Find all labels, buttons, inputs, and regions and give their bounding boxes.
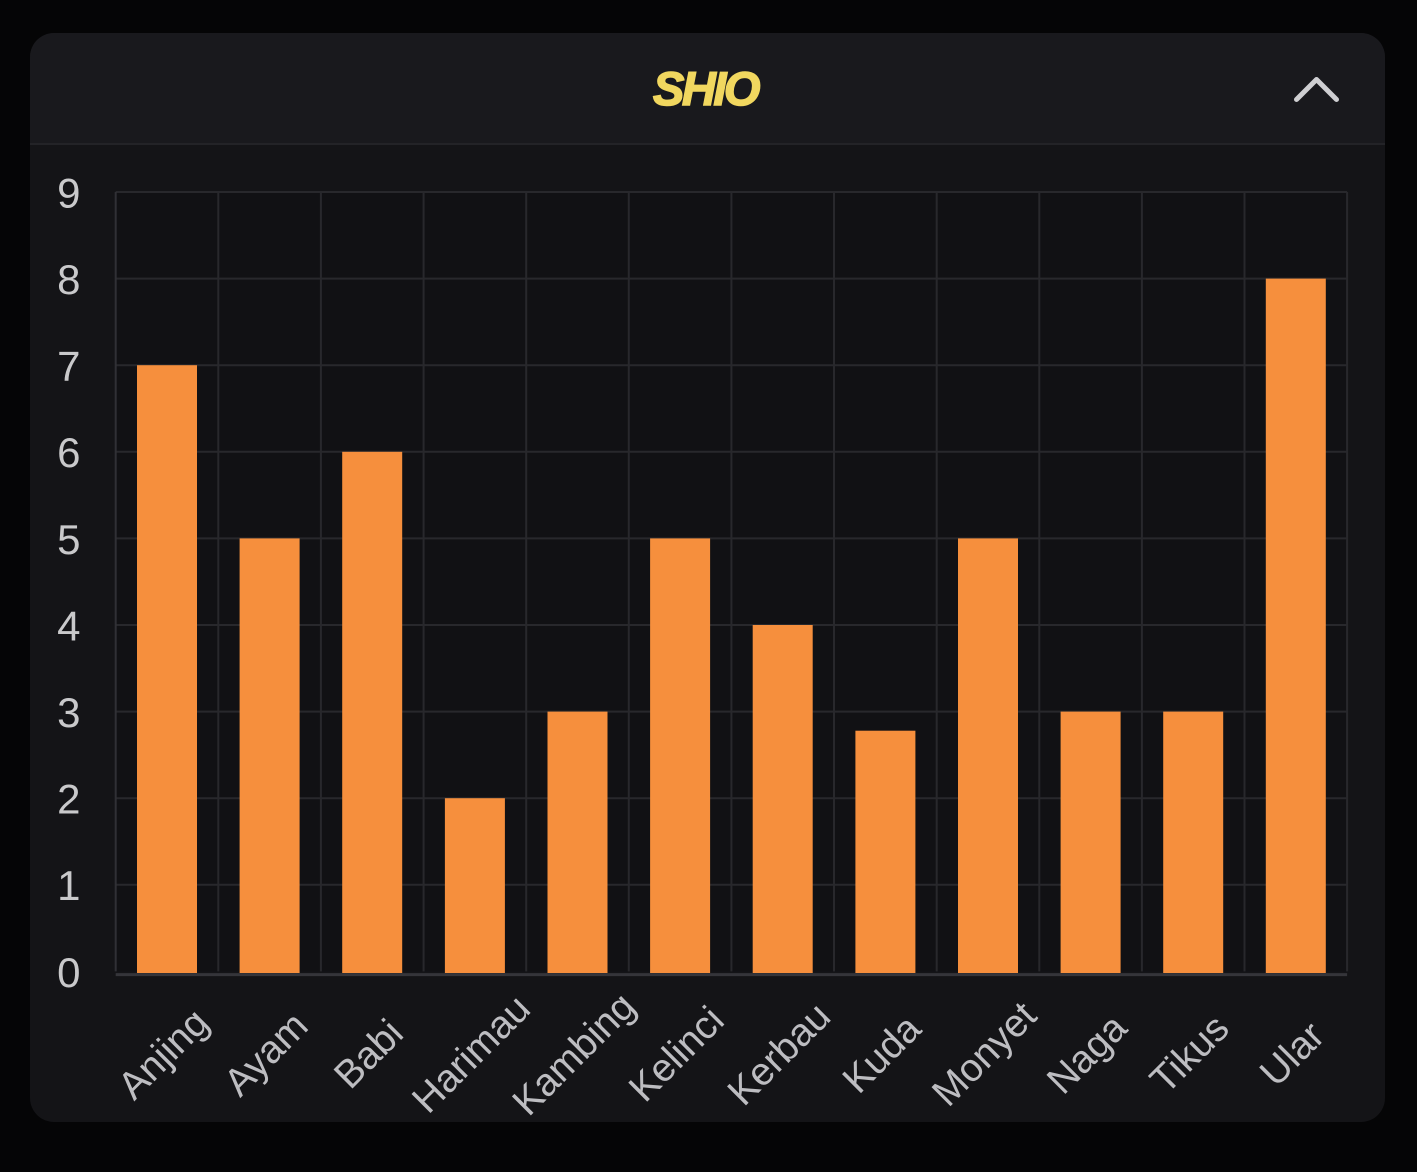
svg-text:0: 0 <box>57 949 80 996</box>
svg-text:5: 5 <box>57 516 80 563</box>
svg-text:Babi: Babi <box>326 1012 412 1098</box>
svg-text:6: 6 <box>57 429 80 476</box>
svg-text:Monyet: Monyet <box>924 994 1045 1115</box>
svg-text:Ular: Ular <box>1252 1014 1333 1095</box>
svg-text:8: 8 <box>57 256 80 303</box>
svg-text:7: 7 <box>57 343 80 390</box>
svg-text:Anjing: Anjing <box>110 1001 217 1108</box>
svg-text:2: 2 <box>57 776 80 823</box>
svg-text:1: 1 <box>57 862 80 909</box>
svg-text:Kerbau: Kerbau <box>720 995 839 1114</box>
svg-text:4: 4 <box>57 602 80 649</box>
svg-text:Ayam: Ayam <box>216 1004 316 1104</box>
svg-text:9: 9 <box>57 169 80 216</box>
svg-text:3: 3 <box>57 689 80 736</box>
svg-text:Tikus: Tikus <box>1142 1007 1237 1102</box>
svg-text:Naga: Naga <box>1039 1006 1136 1103</box>
svg-text:Kuda: Kuda <box>835 1007 930 1102</box>
